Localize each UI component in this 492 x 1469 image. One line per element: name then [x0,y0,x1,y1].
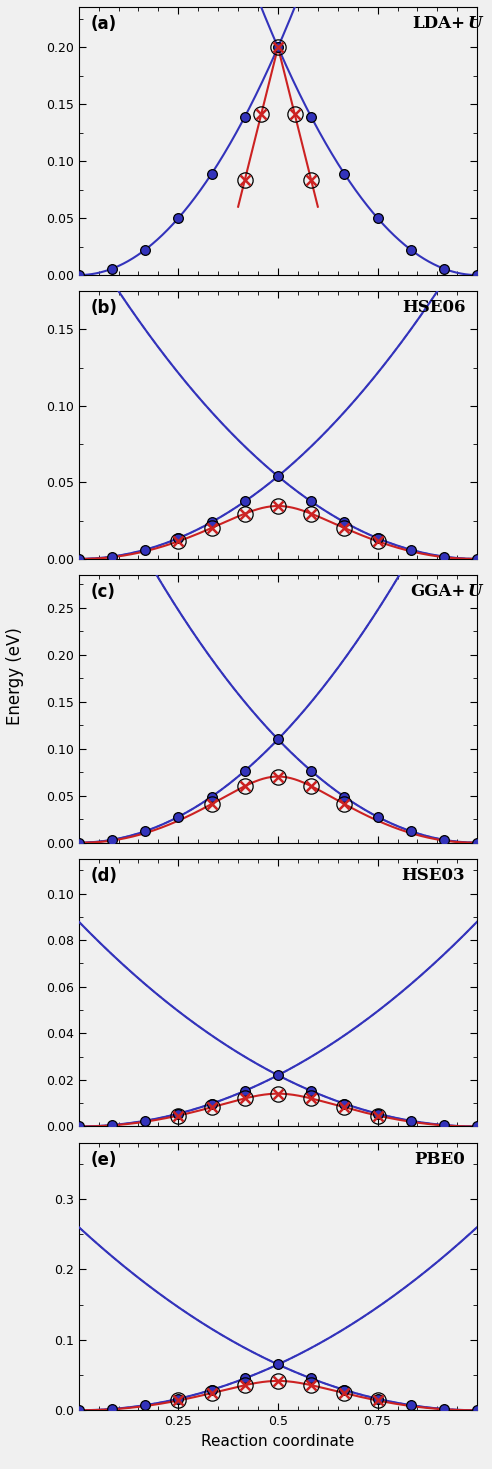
Text: (e): (e) [91,1150,117,1168]
Text: (d): (d) [91,867,118,884]
Text: HSE03: HSE03 [401,867,465,884]
Text: (c): (c) [91,583,116,601]
Text: (b): (b) [91,300,118,317]
Text: U: U [467,15,482,32]
Text: HSE06: HSE06 [402,300,465,316]
Text: PBE0: PBE0 [415,1150,465,1168]
Text: U: U [467,583,482,599]
Text: Energy (eV): Energy (eV) [6,627,24,724]
Text: GGA+: GGA+ [410,583,465,599]
Text: LDA+: LDA+ [412,15,465,32]
X-axis label: Reaction coordinate: Reaction coordinate [201,1434,355,1448]
Text: (a): (a) [91,15,117,34]
